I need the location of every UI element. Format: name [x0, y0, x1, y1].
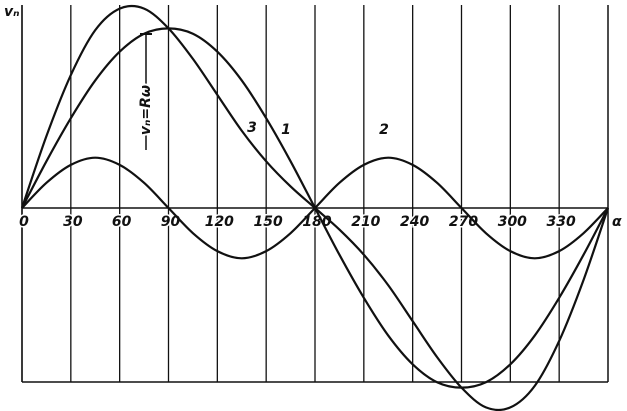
x-tick-label: 30 [63, 214, 83, 230]
x-tick-label: 120 [205, 214, 234, 230]
x-tick-label: 60 [112, 214, 132, 230]
x-axis-label: α [612, 214, 622, 230]
annotation: vₙ=Rω [138, 85, 154, 135]
series-label: 3 [247, 120, 257, 136]
series-line [20, 4, 610, 411]
x-tick-label: 210 [351, 214, 380, 230]
x-tick-label: 150 [254, 214, 283, 230]
x-tick-label: 300 [498, 214, 527, 230]
x-tick-label: 330 [547, 214, 576, 230]
x-tick-label: 0 [19, 214, 29, 230]
x-tick-label: 240 [400, 214, 429, 230]
series-label: 1 [281, 122, 291, 138]
y-axis-label: vₙ [4, 4, 20, 20]
series-label: 2 [379, 122, 389, 138]
